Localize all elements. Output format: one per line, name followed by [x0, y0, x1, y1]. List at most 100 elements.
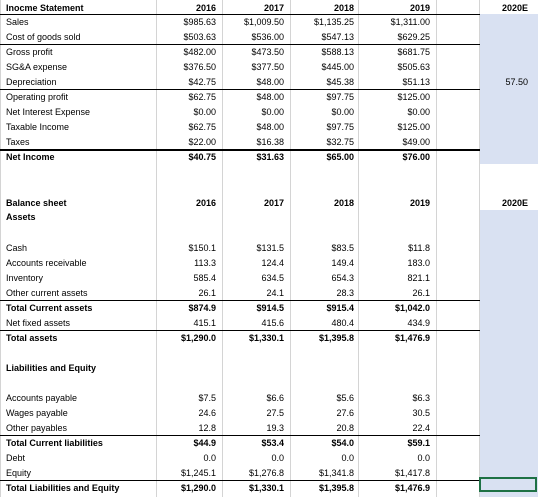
value-cell[interactable]: $48.00: [256, 77, 284, 87]
value-cell[interactable]: $45.38: [326, 77, 354, 87]
row-label[interactable]: Cost of goods sold: [6, 32, 81, 42]
value-cell[interactable]: 27.5: [266, 408, 284, 418]
value-cell[interactable]: $536.00: [251, 32, 284, 42]
value-cell[interactable]: $16.38: [256, 137, 284, 147]
value-cell[interactable]: $1,417.8: [394, 468, 430, 478]
value-cell[interactable]: 434.9: [407, 318, 430, 328]
value-cell[interactable]: 634.5: [261, 273, 284, 283]
value-cell[interactable]: $40.75: [188, 152, 216, 162]
value-cell[interactable]: [479, 256, 538, 270]
value-cell[interactable]: 22.4: [412, 423, 430, 433]
value-cell[interactable]: [479, 286, 538, 300]
year-header[interactable]: 2016: [195, 3, 216, 13]
value-cell[interactable]: 415.6: [261, 318, 284, 328]
value-cell[interactable]: $62.75: [188, 92, 216, 102]
value-cell[interactable]: 12.8: [198, 423, 216, 433]
value-cell[interactable]: $11.8: [408, 243, 430, 253]
balance-title[interactable]: Balance sheet: [6, 198, 67, 208]
row-label[interactable]: Accounts receivable: [6, 258, 87, 268]
value-cell[interactable]: $31.63: [256, 152, 284, 162]
value-cell[interactable]: $914.5: [256, 303, 284, 313]
row-label[interactable]: Gross profit: [6, 47, 53, 57]
value-cell[interactable]: [479, 301, 538, 315]
year-header[interactable]: 2017: [263, 198, 284, 208]
value-cell[interactable]: $1,330.1: [248, 483, 284, 493]
income-title[interactable]: Inocme Statement: [6, 3, 84, 13]
value-cell[interactable]: $1,395.8: [318, 483, 354, 493]
value-cell[interactable]: [479, 135, 538, 149]
value-cell[interactable]: $1,290.0: [180, 483, 216, 493]
value-cell[interactable]: [479, 241, 538, 255]
value-cell[interactable]: $915.4: [326, 303, 354, 313]
value-cell[interactable]: 20.8: [336, 423, 354, 433]
row-label[interactable]: Sales: [6, 17, 29, 27]
value-cell[interactable]: $1,476.9: [394, 483, 430, 493]
value-cell[interactable]: [479, 60, 538, 74]
row-label[interactable]: Other current assets: [6, 288, 88, 298]
value-cell[interactable]: $42.75: [188, 77, 216, 87]
value-cell[interactable]: 30.5: [412, 408, 430, 418]
value-cell[interactable]: $445.00: [321, 62, 354, 72]
value-cell[interactable]: $376.50: [183, 62, 216, 72]
value-cell[interactable]: $0.00: [331, 107, 354, 117]
value-cell[interactable]: 0.0: [203, 453, 216, 463]
value-cell[interactable]: 821.1: [407, 273, 430, 283]
value-cell[interactable]: $125.00: [397, 122, 430, 132]
value-cell[interactable]: 26.1: [198, 288, 216, 298]
value-cell[interactable]: 26.1: [412, 288, 430, 298]
value-cell[interactable]: [479, 436, 538, 450]
value-cell[interactable]: $1,341.8: [318, 468, 354, 478]
value-cell[interactable]: 149.4: [331, 258, 354, 268]
value-cell[interactable]: $0.00: [261, 107, 284, 117]
value-cell[interactable]: $6.3: [412, 393, 430, 403]
row-label[interactable]: Other payables: [6, 423, 68, 433]
value-cell[interactable]: $49.00: [402, 137, 430, 147]
value-cell[interactable]: $629.25: [397, 32, 430, 42]
value-cell[interactable]: $1,395.8: [318, 333, 354, 343]
value-cell[interactable]: $1,135.25: [313, 17, 354, 27]
row-label[interactable]: Equity: [6, 468, 32, 478]
value-cell[interactable]: [479, 30, 538, 44]
row-label[interactable]: Inventory: [6, 273, 44, 283]
year-header[interactable]: 2018: [333, 3, 354, 13]
value-cell[interactable]: [479, 421, 538, 435]
value-cell[interactable]: [479, 120, 538, 134]
value-cell[interactable]: $44.9: [193, 438, 216, 448]
value-cell[interactable]: $1,330.1: [248, 333, 284, 343]
row-label[interactable]: Taxes: [6, 137, 30, 147]
value-cell[interactable]: $65.00: [326, 152, 354, 162]
value-cell[interactable]: [479, 150, 538, 164]
value-cell[interactable]: 0.0: [417, 453, 430, 463]
row-label[interactable]: Taxable Income: [6, 122, 70, 132]
value-cell[interactable]: $150.1: [188, 243, 216, 253]
value-cell[interactable]: $131.5: [256, 243, 284, 253]
value-cell[interactable]: [479, 15, 538, 29]
value-cell[interactable]: $681.75: [397, 47, 430, 57]
value-cell[interactable]: $97.75: [326, 122, 354, 132]
row-label[interactable]: Total Liabilities and Equity: [6, 483, 120, 493]
value-cell[interactable]: $1,476.9: [394, 333, 430, 343]
value-cell[interactable]: [479, 451, 538, 465]
value-cell[interactable]: $51.13: [402, 77, 430, 87]
value-cell[interactable]: 27.6: [336, 408, 354, 418]
value-cell[interactable]: $48.00: [256, 92, 284, 102]
value-cell[interactable]: $1,042.0: [394, 303, 430, 313]
value-cell[interactable]: $97.75: [326, 92, 354, 102]
assets-heading[interactable]: Assets: [6, 212, 36, 222]
row-label[interactable]: Wages payable: [6, 408, 68, 418]
row-label[interactable]: Depreciation: [6, 77, 57, 87]
value-cell[interactable]: $1,311.00: [390, 17, 430, 27]
row-label[interactable]: Net Income: [6, 152, 55, 162]
value-cell[interactable]: $83.5: [331, 243, 354, 253]
value-cell[interactable]: $59.1: [407, 438, 430, 448]
value-cell[interactable]: $1,290.0: [180, 333, 216, 343]
value-cell[interactable]: $54.0: [331, 438, 354, 448]
row-label[interactable]: Accounts payable: [6, 393, 78, 403]
liabilities-heading[interactable]: Liabilities and Equity: [6, 363, 97, 373]
value-cell[interactable]: 0.0: [341, 453, 354, 463]
value-cell[interactable]: $5.6: [336, 393, 354, 403]
row-label[interactable]: Debt: [6, 453, 26, 463]
value-cell[interactable]: $377.50: [251, 62, 284, 72]
value-cell[interactable]: 0.0: [271, 453, 284, 463]
value-cell[interactable]: 183.0: [407, 258, 430, 268]
